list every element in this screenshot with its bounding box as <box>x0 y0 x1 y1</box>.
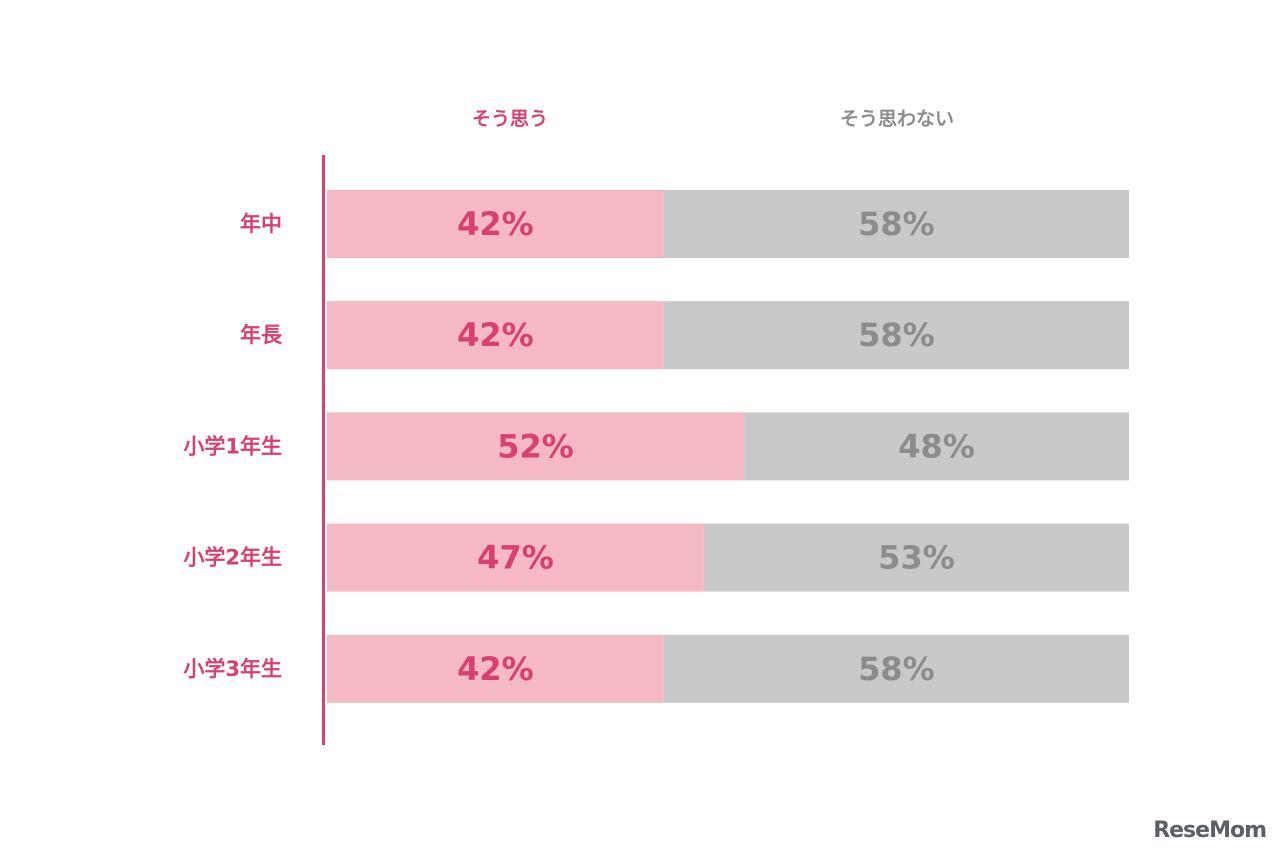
bar-1-0 <box>663 190 1129 258</box>
bar-1-1 <box>663 301 1129 370</box>
resemom-logo: ReseMom <box>1153 818 1267 843</box>
value-label-1-1: 58% <box>858 316 935 354</box>
bar-1-4 <box>663 634 1129 703</box>
bar-0-3 <box>327 523 704 592</box>
bar-0-0 <box>327 190 664 258</box>
value-label-0-0: 42% <box>457 205 534 243</box>
legend-label-1: そう思わない <box>840 108 954 130</box>
value-label-1-0: 58% <box>858 205 935 243</box>
category-label-0: 年中 <box>240 212 282 236</box>
bar-1-3 <box>703 523 1129 592</box>
value-label-0-1: 42% <box>457 316 534 354</box>
bar-0-2 <box>327 412 745 481</box>
category-label-1: 年長 <box>240 323 283 347</box>
value-label-1-3: 53% <box>878 539 955 577</box>
legend-label-0: そう思う <box>472 108 548 130</box>
category-label-4: 小学3年生 <box>183 657 282 681</box>
bar-0-4 <box>327 634 664 703</box>
value-label-1-4: 58% <box>858 650 935 688</box>
value-label-1-2: 48% <box>898 427 975 465</box>
value-label-0-2: 52% <box>497 427 574 465</box>
value-label-0-3: 47% <box>477 539 554 577</box>
bar-0-1 <box>327 301 664 370</box>
category-label-2: 小学1年生 <box>183 434 282 458</box>
category-label-3: 小学2年生 <box>183 546 282 570</box>
value-label-0-4: 42% <box>457 650 534 688</box>
bar-1-2 <box>744 412 1129 481</box>
